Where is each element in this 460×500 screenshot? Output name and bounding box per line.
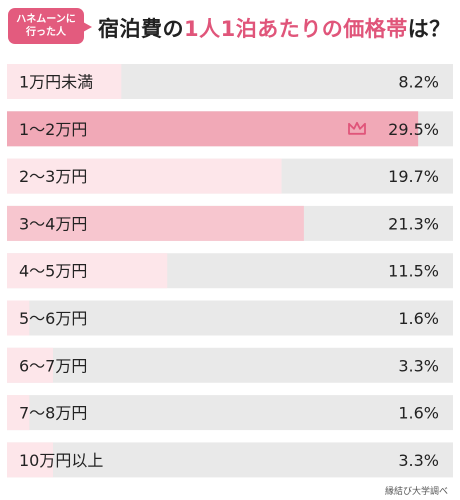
category-label: 7〜8万円 [19,404,87,423]
respondent-badge: ハネムーンに 行った人 [8,8,92,44]
bar [7,395,30,431]
badge-line-2: 行った人 [26,27,66,38]
bar [7,158,282,194]
category-label: 2〜3万円 [19,167,87,186]
bar-track [7,347,453,383]
bar [7,253,168,289]
value-label: 3.3% [398,451,439,470]
value-label: 11.5% [388,262,439,281]
badge-line-1: ハネムーンに [16,14,76,25]
value-label: 3.3% [398,356,439,375]
source-credit: 縁結び大学調べ [384,487,448,497]
value-label: 8.2% [398,73,439,92]
category-label: 3〜4万円 [19,214,87,233]
bar-track [7,300,453,336]
value-label: 1.6% [398,309,439,328]
crown-icon [348,121,366,135]
bar [7,205,304,241]
bar [7,347,53,383]
bar [7,64,122,99]
title-highlight: 1人1泊あたりの価格帯 [184,17,408,41]
category-label: 1〜2万円 [19,120,87,139]
category-label: 1万円未満 [19,73,93,92]
value-label: 1.6% [398,404,439,423]
value-label: 21.3% [388,214,439,233]
category-label: 4〜5万円 [19,262,87,281]
bar-track [7,395,453,431]
title-prefix: 宿泊費の [98,17,184,41]
value-label: 19.7% [388,167,439,186]
category-label: 5〜6万円 [19,309,87,328]
category-label: 6〜7万円 [19,356,87,375]
bar [7,442,53,478]
bar-track [7,442,453,478]
chart-title: 宿泊費の1人1泊あたりの価格帯は？ [98,13,451,43]
title-suffix: は？ [407,17,451,41]
chart-header: ハネムーンに 行った人 宿泊費の1人1泊あたりの価格帯は？ [0,0,460,58]
value-label: 29.5% [388,120,439,139]
category-label: 10万円以上 [19,451,103,470]
price-range-bar-chart: 1万円未満 8.2% 1〜2万円 29.5% 2〜3万円 19.7% 3〜4万円 21.3% 4… [7,64,453,478]
bar [7,300,30,336]
